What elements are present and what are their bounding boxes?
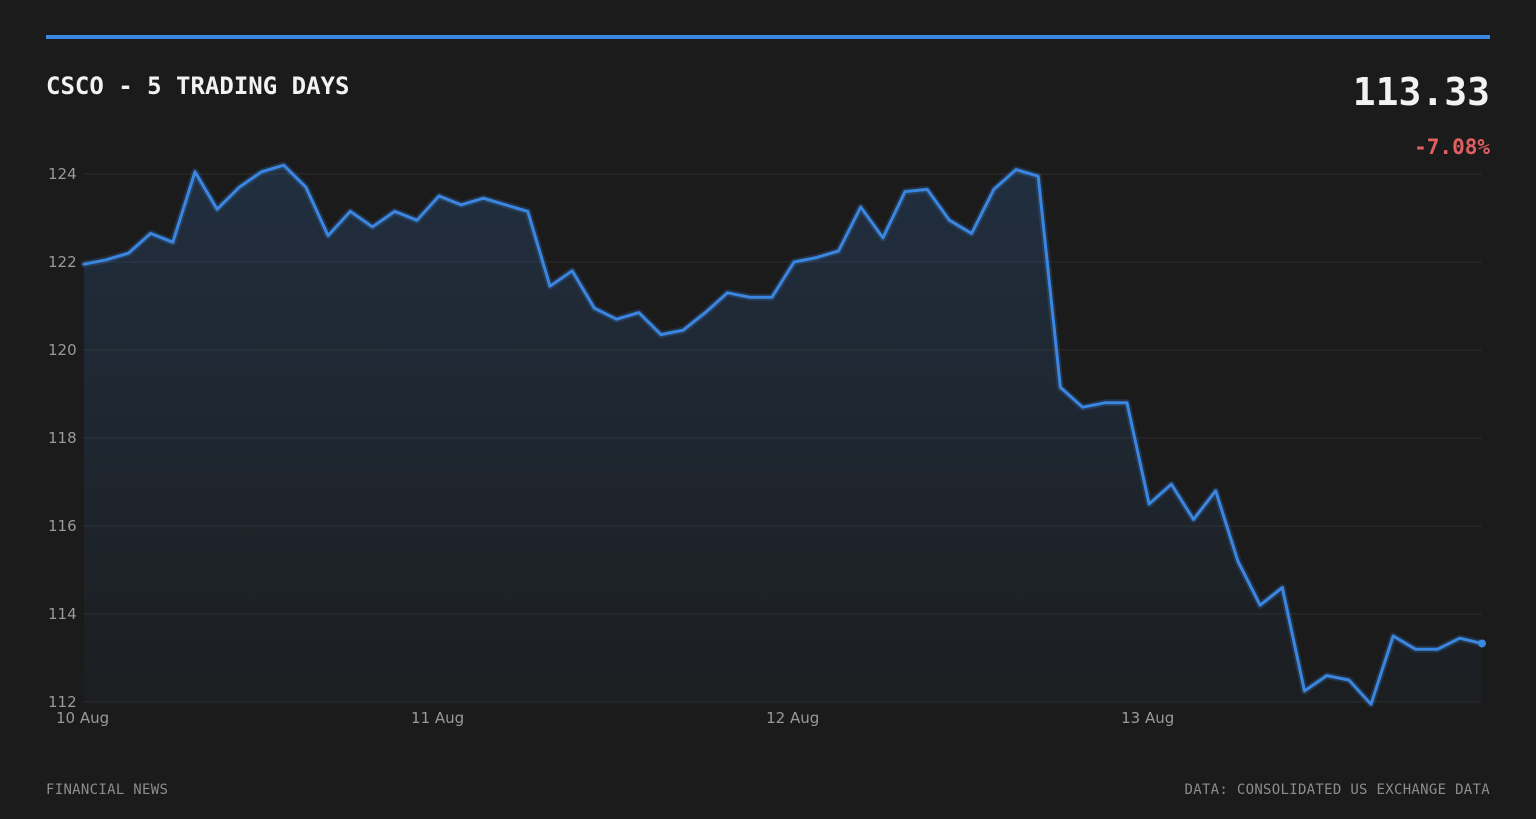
price-point [682, 329, 685, 332]
price-point [1103, 401, 1106, 404]
price-point [504, 203, 507, 206]
y-tick-label: 112 [48, 693, 77, 711]
footer-source-right: DATA: CONSOLIDATED US EXCHANGE DATA [1184, 782, 1490, 798]
price-point [526, 210, 529, 213]
price-point [726, 291, 729, 294]
price-point [1081, 406, 1084, 409]
price-point [1303, 690, 1306, 693]
price-line [82, 163, 1484, 706]
price-point [1458, 637, 1461, 640]
price-point [327, 234, 330, 237]
price-point [1414, 648, 1417, 651]
price-point [970, 232, 973, 235]
price-point [837, 250, 840, 253]
price-point [482, 197, 485, 200]
price-point [171, 241, 174, 244]
price-point [438, 195, 441, 198]
price-point [859, 206, 862, 209]
x-tick-label: 11 Aug [411, 709, 464, 727]
price-point [571, 269, 574, 272]
price-point [815, 256, 818, 259]
y-tick-label: 114 [48, 605, 77, 623]
x-tick-label: 13 Aug [1121, 709, 1174, 727]
price-point [460, 203, 463, 206]
last-price-point [1478, 639, 1486, 648]
price-change: -7.08% [1414, 135, 1490, 159]
price-point [549, 285, 552, 288]
x-axis-ticks: 10 Aug 11 Aug 12 Aug 13 Aug [56, 709, 1174, 727]
price-point [127, 252, 130, 255]
price-point [371, 225, 374, 228]
price-point [1370, 703, 1373, 706]
y-tick-label: 122 [48, 253, 77, 271]
y-tick-label: 118 [48, 429, 77, 447]
price-point [1015, 168, 1018, 171]
price-point [1259, 604, 1262, 607]
price-point [704, 311, 707, 314]
y-tick-label: 120 [48, 341, 77, 359]
price-point [904, 190, 907, 193]
price-point [1325, 674, 1328, 677]
price-point [415, 219, 418, 222]
price-points [83, 164, 1486, 706]
price-point [615, 318, 618, 321]
x-tick-label: 10 Aug [56, 709, 109, 727]
price-point [926, 188, 929, 191]
price-point [282, 164, 285, 167]
price-point [304, 186, 307, 189]
price-point [770, 296, 773, 299]
x-tick-label: 12 Aug [766, 709, 819, 727]
price-point [149, 232, 152, 235]
price-point [193, 170, 196, 173]
price-point [992, 188, 995, 191]
price-point [393, 210, 396, 213]
price-point [593, 307, 596, 310]
price-point [1236, 560, 1239, 563]
price-point [637, 311, 640, 314]
price-point [260, 170, 263, 173]
price-point [1170, 483, 1173, 486]
y-tick-label: 124 [48, 165, 77, 183]
price-point [1436, 648, 1439, 651]
price-point [238, 186, 241, 189]
price-point [748, 296, 751, 299]
price-area [84, 165, 1482, 705]
chart-title: CSCO - 5 TRADING DAYS [46, 72, 350, 100]
price-point [1392, 635, 1395, 638]
last-price: 113.33 [1352, 70, 1490, 114]
footer-source-left: FINANCIAL NEWS [46, 782, 169, 798]
price-point [1037, 175, 1040, 178]
y-axis-ticks: 124 122 120 118 116 114 112 [48, 165, 77, 711]
price-point [881, 236, 884, 239]
price-point [1347, 679, 1350, 682]
price-point [83, 263, 86, 266]
price-point [659, 333, 662, 336]
price-point [948, 219, 951, 222]
price-point [1192, 518, 1195, 521]
price-point [1214, 489, 1217, 492]
price-point [1125, 401, 1128, 404]
price-point [1281, 586, 1284, 589]
accent-bar [46, 35, 1490, 39]
price-point [105, 258, 108, 261]
y-tick-label: 116 [48, 517, 77, 535]
price-point [1148, 503, 1151, 506]
price-point [349, 210, 352, 213]
price-point [793, 261, 796, 264]
price-point [1059, 386, 1062, 389]
price-point [216, 208, 219, 211]
